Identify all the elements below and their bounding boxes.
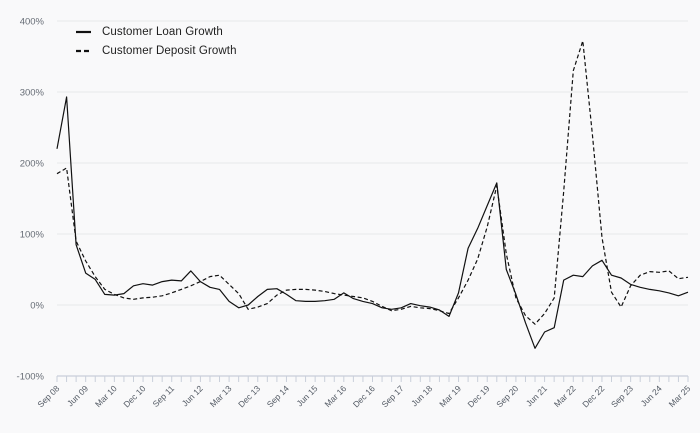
solid-line-icon [76, 30, 91, 34]
x-axis-label: Mar 25 [667, 383, 693, 409]
x-axis-label: Jun 18 [409, 383, 434, 408]
x-axis-label: Jun 15 [294, 383, 319, 408]
x-axis-label: Dec 19 [466, 383, 492, 409]
x-axis-label: Sep 20 [494, 383, 520, 409]
x-axis-label: Mar 10 [93, 383, 119, 409]
x-axis-label: Sep 14 [265, 383, 291, 409]
series-line-loan [56, 96, 689, 349]
x-axis-label: Dec 16 [351, 383, 377, 409]
x-axis-label: Sep 17 [379, 383, 405, 409]
y-axis-label: 0% [30, 301, 44, 312]
x-axis-label: Mar 19 [437, 383, 463, 409]
chart-legend: Customer Loan Growth Customer Deposit Gr… [76, 26, 237, 57]
x-axis-label: Sep 23 [609, 383, 635, 409]
y-axis-label: 400% [20, 17, 45, 28]
legend-item-loan: Customer Loan Growth [76, 26, 237, 38]
legend-label-deposit: Customer Deposit Growth [102, 45, 237, 57]
x-axis-label: Mar 13 [208, 383, 234, 409]
x-axis-label: Jun 21 [524, 383, 549, 408]
x-axis-label: Sep 08 [35, 383, 61, 409]
legend-label-loan: Customer Loan Growth [102, 26, 223, 38]
x-axis-label: Mar 16 [322, 383, 348, 409]
x-axis-label: Dec 13 [236, 383, 262, 409]
x-axis-label: Mar 22 [552, 383, 578, 409]
legend-item-deposit: Customer Deposit Growth [76, 45, 237, 57]
y-axis-label: 300% [20, 88, 45, 99]
x-axis-label: Jun 09 [65, 383, 90, 408]
y-axis-label: 100% [20, 230, 45, 241]
x-axis-label: Jun 12 [180, 383, 205, 408]
x-axis-label: Dec 10 [121, 383, 147, 409]
y-axis-label: 200% [20, 159, 45, 170]
x-axis-label: Jun 24 [639, 383, 664, 408]
dashed-line-icon [76, 49, 91, 53]
series-line-deposit [56, 40, 689, 325]
x-axis-label: Sep 11 [150, 383, 176, 409]
y-axis-label: -100% [17, 372, 45, 383]
x-axis-label: Dec 22 [580, 383, 606, 409]
